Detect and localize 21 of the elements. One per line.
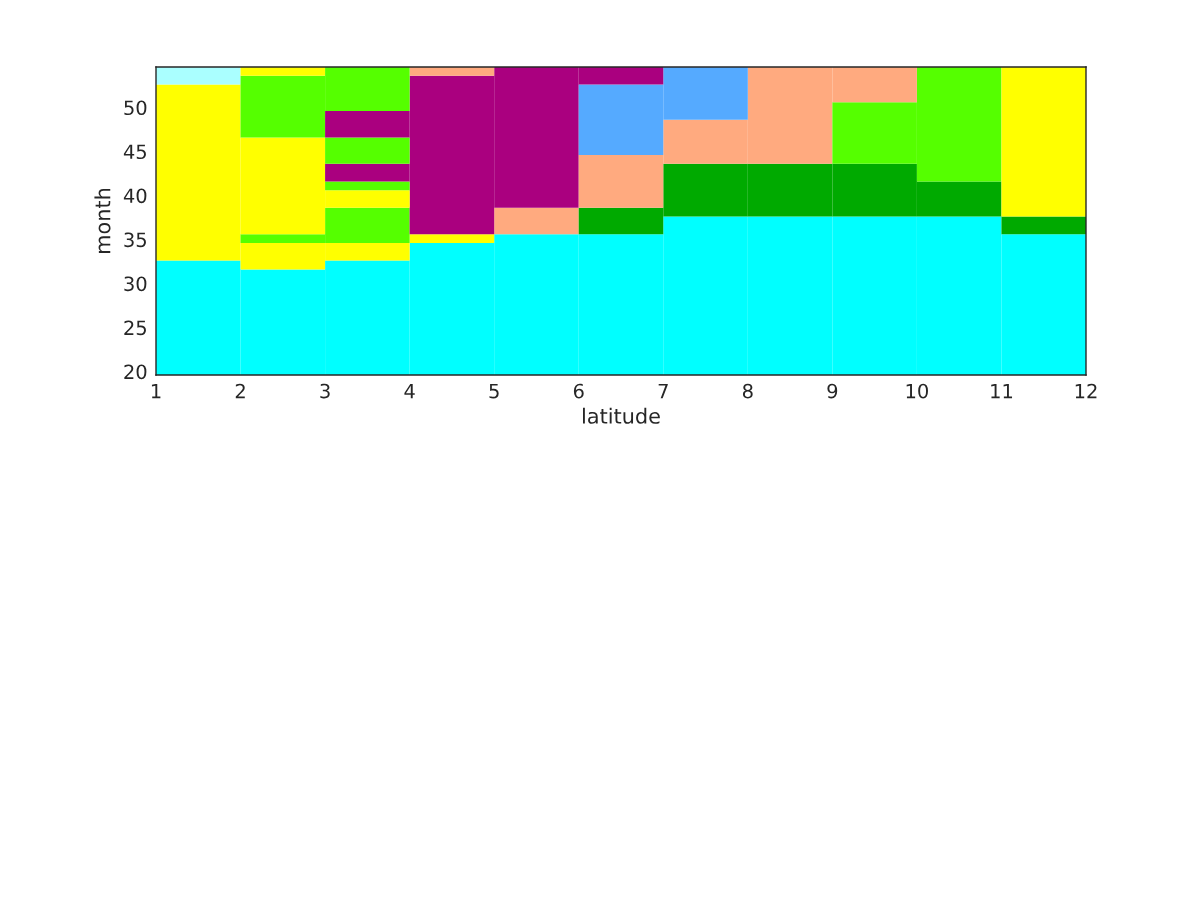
x-tick-label: 1: [151, 383, 161, 399]
y-tick-label: 45: [123, 144, 146, 160]
x-tick-label: 6: [573, 383, 584, 399]
x-tick-label: 5: [489, 383, 499, 399]
x-tick-label: 3: [320, 383, 330, 399]
y-tick-label: 35: [124, 232, 146, 248]
x-tick-label: 2: [235, 383, 245, 399]
y-tick-label: 20: [124, 364, 147, 380]
y-axis-title: month: [94, 188, 111, 253]
x-tick-label: 7: [658, 383, 668, 399]
x-tick-label: 11: [991, 383, 1013, 399]
x-tick-label: 4: [404, 383, 415, 399]
x-axis-title: latitude: [583, 407, 660, 424]
x-tick-label: 9: [827, 383, 838, 399]
x-tick-label: 10: [906, 383, 928, 399]
y-tick-label: 40: [123, 188, 147, 204]
x-tick-label: 12: [1075, 383, 1097, 399]
y-tick-label: 30: [124, 276, 147, 292]
y-tick-label: 25: [124, 320, 146, 336]
x-tick-label: 8: [742, 383, 753, 399]
y-tick-label: 50: [124, 100, 147, 116]
